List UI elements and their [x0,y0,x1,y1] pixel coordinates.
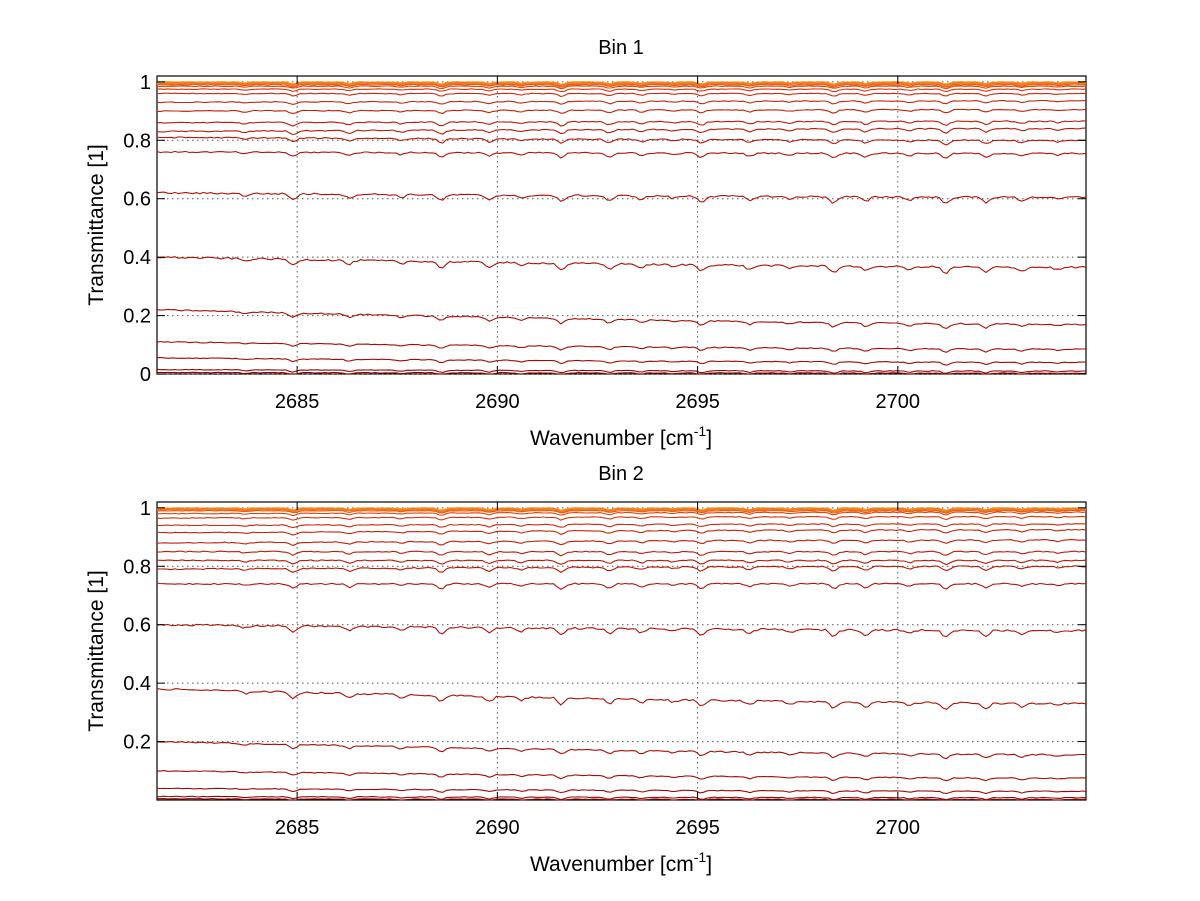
series-line [156,308,1087,330]
series-line [156,528,1087,536]
x-axis-label: Wavenumber [cm-1] [530,849,712,876]
series-line [156,795,1087,801]
series-line [156,565,1087,574]
series-line [156,120,1087,127]
y-tick-label: 0.4 [123,247,151,269]
y-tick-label: 0.8 [123,556,151,578]
y-tick-label: 0.4 [123,673,151,695]
series-line [156,136,1087,146]
series-line [156,368,1087,374]
chart-panel-bin-2: 2685 2690 2695 2700 0.2 0.4 0.6 0.8 1 Bin 2 Wav… [85,463,1087,876]
series-line [156,150,1087,159]
y-tick-label: 0.6 [123,189,151,211]
y-tick-label: 0.6 [123,615,151,637]
series-line [157,256,1087,275]
series-line [157,108,1087,115]
series-line [156,83,1087,88]
y-ticks: 0 0.2 0.4 0.6 0.8 1 [123,72,1086,386]
series-lines [156,80,1087,375]
series-line [157,85,1087,90]
series-line [156,88,1087,93]
x-tick-label: 2700 [876,817,921,839]
series-line [157,770,1087,782]
chart-title: Bin 1 [598,37,644,59]
y-tick-label: 0.8 [123,130,151,152]
x-tick-label: 2685 [275,817,320,839]
series-line [156,559,1087,566]
y-tick-label: 0 [140,364,151,386]
x-tick-label: 2690 [475,391,520,413]
series-line [156,511,1087,517]
series-line [156,515,1087,521]
y-tick-label: 1 [140,72,151,94]
series-line [156,127,1087,136]
plot-frame [156,75,1087,375]
x-tick-label: 2685 [275,391,320,413]
series-lines [156,506,1087,801]
series-line [157,81,1087,88]
x-tick-label: 2690 [475,817,520,839]
series-line [156,509,1087,514]
series-line [156,99,1087,105]
x-ticks: 2685 2690 2695 2700 [275,76,920,413]
series-line [156,92,1087,98]
series-line [156,539,1087,547]
series-line [157,357,1087,366]
series-line [156,623,1087,638]
series-line [156,340,1087,353]
y-axis-label: Transmittance [1] [85,144,108,305]
chart-title: Bin 2 [598,463,644,485]
series-line [156,687,1087,710]
series-line [156,191,1087,204]
series-line [156,741,1087,760]
x-tick-label: 2695 [675,817,720,839]
chart-panel-bin-1: 2685 2690 2695 2700 0 0.2 0.4 0.6 0.8 1 Bin 1 Wa… [85,37,1087,450]
series-line [156,787,1087,795]
grid-lines [157,76,1086,375]
plot-frame [156,501,1087,801]
x-axis-label: Wavenumber [cm-1] [530,423,712,450]
series-line [156,523,1087,529]
series-line [156,507,1087,513]
series-line [156,371,1087,375]
x-tick-label: 2695 [675,391,720,413]
x-tick-label: 2700 [876,391,921,413]
series-line [157,798,1087,801]
y-tick-label: 0.2 [123,306,151,328]
series-line [156,550,1087,557]
grid-lines [157,502,1086,800]
series-line [156,582,1087,590]
y-tick-label: 0.2 [123,732,151,754]
y-tick-label: 1 [140,498,151,520]
x-ticks: 2685 2690 2695 2700 [275,502,920,839]
y-ticks: 0.2 0.4 0.6 0.8 1 [123,498,1086,754]
y-axis-label: Transmittance [1] [85,570,108,731]
